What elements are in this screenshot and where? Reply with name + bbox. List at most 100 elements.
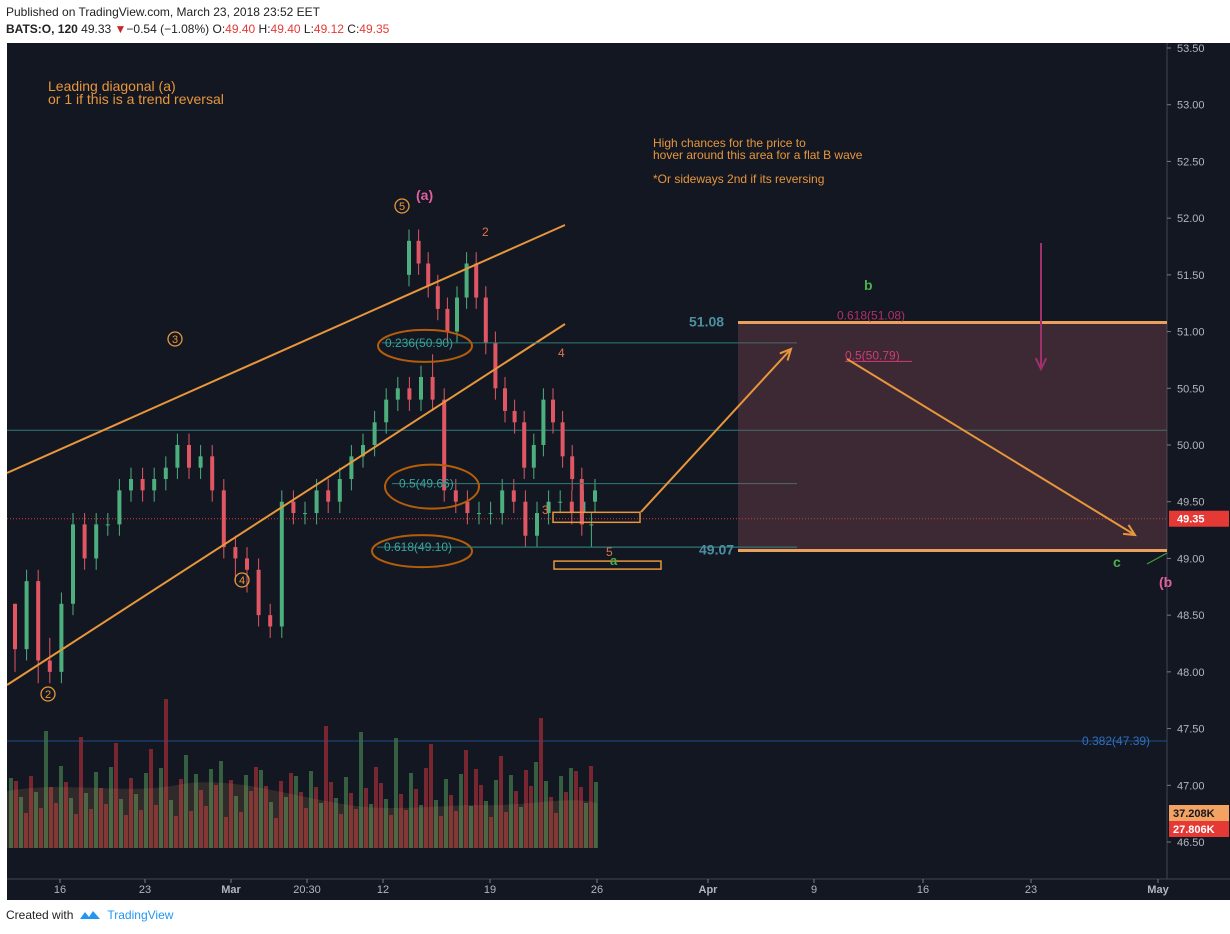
volume-bar bbox=[289, 773, 293, 848]
volume-bar bbox=[454, 811, 458, 848]
candle-body[interactable] bbox=[579, 479, 584, 525]
volume-bar bbox=[244, 775, 248, 848]
candle-body[interactable] bbox=[82, 524, 87, 559]
volume-bar bbox=[74, 814, 78, 848]
candle-body[interactable] bbox=[546, 501, 551, 514]
price-tick-label: 48.00 bbox=[1177, 667, 1205, 679]
volume-bar bbox=[324, 726, 328, 848]
target-box-lower[interactable] bbox=[553, 560, 662, 570]
candle-body[interactable] bbox=[407, 240, 411, 275]
candle-body[interactable] bbox=[163, 467, 168, 480]
candle-body[interactable] bbox=[384, 399, 389, 423]
candle-body[interactable] bbox=[372, 422, 377, 445]
candle-body[interactable] bbox=[326, 490, 331, 502]
candle-body[interactable] bbox=[94, 524, 99, 559]
candle-body[interactable] bbox=[395, 388, 400, 400]
candle-body[interactable] bbox=[349, 456, 354, 480]
candle-body[interactable] bbox=[140, 479, 145, 491]
candle-body[interactable] bbox=[105, 524, 110, 526]
candle-body[interactable] bbox=[198, 456, 203, 468]
arrow-down[interactable] bbox=[846, 358, 1136, 536]
target-zone[interactable] bbox=[738, 322, 1167, 551]
volume-bar bbox=[94, 772, 98, 848]
wave-label-4-circle bbox=[234, 572, 250, 588]
fib-ellipse-05 bbox=[384, 463, 480, 510]
candle-body[interactable] bbox=[445, 308, 450, 332]
candle-body[interactable] bbox=[117, 490, 122, 525]
candle-body[interactable] bbox=[314, 490, 319, 514]
candle-body[interactable] bbox=[455, 297, 459, 332]
volume-bar bbox=[364, 788, 368, 848]
candle-body[interactable] bbox=[187, 445, 191, 468]
candle-body[interactable] bbox=[221, 490, 226, 548]
candle-body[interactable] bbox=[474, 263, 479, 298]
volume-bar bbox=[119, 799, 123, 848]
channel-lower-line[interactable] bbox=[7, 323, 566, 686]
candle-body[interactable] bbox=[268, 615, 273, 627]
candle-body[interactable] bbox=[569, 501, 574, 514]
candle-body[interactable] bbox=[59, 603, 64, 672]
candle-body[interactable] bbox=[337, 479, 342, 502]
candle-body[interactable] bbox=[256, 569, 261, 616]
candle-body[interactable] bbox=[464, 263, 469, 298]
candle-body[interactable] bbox=[291, 501, 296, 514]
candle-body[interactable] bbox=[500, 490, 505, 514]
price-change: −0.54 (−1.08%) bbox=[126, 22, 210, 36]
arrow-up[interactable] bbox=[640, 348, 792, 513]
candle-body[interactable] bbox=[245, 558, 249, 570]
candle-body[interactable] bbox=[426, 263, 431, 287]
candle-body[interactable] bbox=[589, 524, 594, 526]
target-box-upper[interactable] bbox=[552, 511, 641, 524]
candle-body[interactable] bbox=[551, 399, 555, 423]
candle-body[interactable] bbox=[523, 501, 528, 536]
candle-body[interactable] bbox=[416, 240, 421, 264]
candle-body[interactable] bbox=[361, 445, 365, 457]
candle-body[interactable] bbox=[435, 286, 440, 309]
volume-bar bbox=[329, 782, 333, 848]
volume-badge-label: 27.806K bbox=[1173, 824, 1215, 836]
candle-body[interactable] bbox=[303, 513, 307, 515]
down-triangle-icon: ▼ bbox=[114, 22, 127, 36]
volume-bar bbox=[259, 770, 263, 848]
candle-body[interactable] bbox=[531, 445, 536, 468]
candle-body[interactable] bbox=[570, 456, 575, 480]
candle-body[interactable] bbox=[233, 547, 238, 559]
channel-upper-line[interactable] bbox=[7, 224, 566, 474]
candle-body[interactable] bbox=[593, 490, 597, 502]
candle-body[interactable] bbox=[430, 376, 435, 400]
tradingview-brand[interactable]: TradingView bbox=[107, 908, 174, 922]
candle-body[interactable] bbox=[71, 524, 75, 604]
candle-body[interactable] bbox=[129, 479, 133, 491]
candle-body[interactable] bbox=[407, 388, 412, 400]
price-chart[interactable]: 53.50 53.00 52.50 52.00 51.50 51.00 50.50 50.00… bbox=[7, 43, 1230, 900]
candle-body[interactable] bbox=[483, 297, 488, 343]
candle-body[interactable] bbox=[465, 501, 470, 514]
candle-body[interactable] bbox=[419, 376, 423, 400]
candle-body[interactable] bbox=[152, 479, 157, 491]
candle-body[interactable] bbox=[47, 660, 52, 672]
candle-body[interactable] bbox=[175, 445, 180, 468]
candle-body[interactable] bbox=[24, 581, 29, 650]
candle-body[interactable] bbox=[279, 501, 284, 627]
candle-body[interactable] bbox=[522, 422, 527, 468]
candle-body[interactable] bbox=[511, 490, 516, 502]
candle-body[interactable] bbox=[210, 456, 215, 491]
candle-body[interactable] bbox=[477, 513, 481, 515]
candle-body[interactable] bbox=[560, 422, 565, 457]
candle-body[interactable] bbox=[512, 410, 517, 423]
candle-body[interactable] bbox=[453, 490, 458, 502]
volume-bar bbox=[499, 756, 503, 848]
volume-bar bbox=[124, 815, 128, 848]
price-axis[interactable] bbox=[1167, 43, 1230, 900]
candle-body[interactable] bbox=[493, 342, 498, 389]
candle-body[interactable] bbox=[535, 513, 539, 536]
chart-area[interactable]: 53.50 53.00 52.50 52.00 51.50 51.00 50.50 50.00… bbox=[7, 43, 1230, 900]
candle-body[interactable] bbox=[541, 399, 546, 445]
candle-body[interactable] bbox=[488, 513, 493, 515]
candle-body[interactable] bbox=[503, 388, 507, 411]
candle-body[interactable] bbox=[442, 399, 447, 491]
candle-body[interactable] bbox=[558, 501, 563, 503]
published-line: Published on TradingView.com, March 23, … bbox=[6, 5, 320, 19]
candle-body[interactable] bbox=[36, 581, 41, 661]
candle-body[interactable] bbox=[13, 603, 17, 650]
